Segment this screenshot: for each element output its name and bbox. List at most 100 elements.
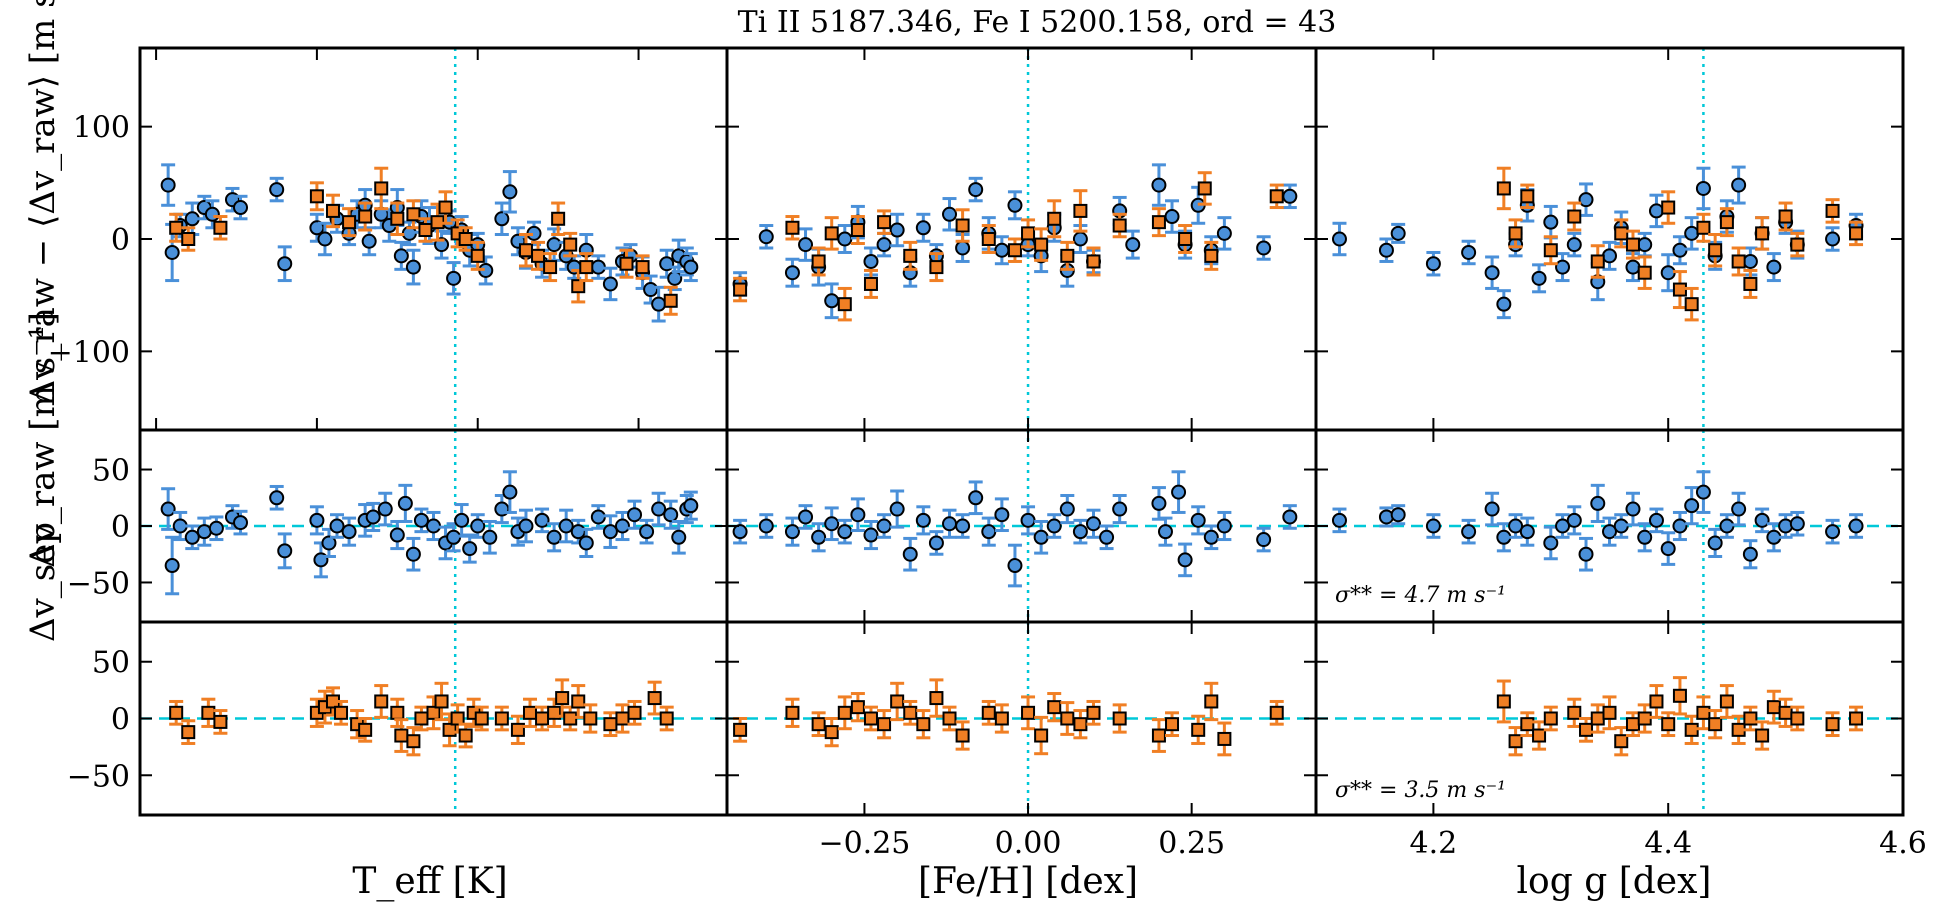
marker-circle — [570, 524, 586, 540]
mid-teff-blue-point-37 — [578, 527, 594, 558]
bottom-feh-orange-point-24 — [1165, 711, 1180, 738]
marker-circle — [1555, 518, 1571, 534]
marker-circle — [1216, 518, 1232, 534]
marker-square — [571, 694, 586, 709]
top-teff-orange-point-23 — [619, 248, 634, 279]
mid-logg-blue-point-7 — [1508, 513, 1524, 539]
mid-logg-blue-point-6 — [1496, 522, 1512, 553]
top-teff-blue-point-9 — [277, 245, 293, 283]
marker-square — [1112, 711, 1127, 726]
top-feh-orange-point-0 — [733, 276, 748, 303]
marker-square — [635, 260, 650, 275]
marker-circle — [683, 259, 699, 275]
marker-circle — [942, 206, 958, 222]
marker-circle — [683, 498, 699, 514]
marker-square — [325, 203, 340, 218]
top-feh-blue-point-35 — [1282, 183, 1298, 210]
axis-ticks: −100 0 100 −50 0 50 −50 0 50 −0.25 0.00 0.25 4.2 4.4 4… — [48, 46, 1927, 861]
mid-feh-blue-point-14 — [942, 508, 958, 539]
bottom-feh-orange-point-13 — [955, 720, 970, 751]
marker-square — [531, 248, 546, 263]
top-feh-orange-point-20 — [1151, 207, 1166, 238]
bottom-feh-orange-point-16 — [1021, 695, 1036, 731]
bottom-teff-orange-point-16 — [434, 681, 449, 722]
top-logg-orange-point-17 — [1755, 216, 1770, 251]
marker-circle — [590, 509, 606, 525]
mid-teff-blue-point-24 — [446, 522, 462, 553]
marker-square — [470, 248, 485, 263]
marker-circle — [1256, 240, 1272, 256]
figure-title: Ti II 5187.346, Fe I 5200.158, ord = 43 — [738, 5, 1337, 40]
mid-teff-blue-point-33 — [534, 507, 550, 534]
top-logg-blue-point-22 — [1684, 216, 1700, 251]
top-teff-blue-point-0 — [160, 163, 176, 207]
mid-teff-blue-point-40 — [614, 510, 630, 542]
marker-circle — [1695, 180, 1711, 196]
top-feh-orange-point-1 — [785, 215, 800, 241]
marker-square — [1614, 734, 1629, 749]
x-tick-label: 0.00 — [995, 826, 1062, 861]
top-feh-blue-point-12 — [915, 212, 931, 243]
marker-circle — [968, 182, 984, 198]
bottom-feh-orange-point-15 — [994, 703, 1009, 734]
mid-teff-blue-point-28 — [482, 519, 498, 555]
bottom-feh-orange-point-7 — [877, 709, 892, 740]
marker-circle — [627, 507, 643, 523]
bottom-teff-orange-point-21 — [474, 705, 489, 732]
marker-square — [583, 711, 598, 726]
marker-circle — [1484, 501, 1500, 517]
mid-teff-blue-point-9 — [277, 532, 293, 570]
marker-circle — [1496, 529, 1512, 545]
marker-square — [374, 694, 389, 709]
mid-teff-blue-point-44 — [663, 499, 679, 530]
top-teff-orange-point-19 — [551, 201, 566, 237]
top-feh-orange-point-14 — [1034, 227, 1049, 262]
marker-circle — [1531, 270, 1547, 286]
mid-teff-blue-point-19 — [397, 483, 413, 523]
marker-circle — [1789, 516, 1805, 532]
mid-feh-blue-point-0 — [732, 518, 748, 545]
marker-circle — [1672, 518, 1688, 534]
marker-square — [438, 200, 453, 215]
marker-circle — [837, 524, 853, 540]
bottom-logg-orange-point-8 — [1602, 695, 1617, 731]
marker-square — [929, 260, 944, 275]
top-logg-orange-point-11 — [1684, 286, 1699, 322]
marker-square — [522, 705, 537, 720]
mid-teff-blue-point-10 — [309, 505, 325, 536]
marker-square — [535, 711, 550, 726]
marker-circle — [811, 529, 827, 545]
marker-square — [1567, 705, 1582, 720]
marker-square — [390, 211, 405, 226]
marker-square — [406, 734, 421, 749]
mid-logg-blue-point-0 — [1331, 507, 1347, 534]
marker-square — [1743, 711, 1758, 726]
top-logg-orange-point-14 — [1719, 207, 1734, 238]
marker-circle — [902, 546, 918, 562]
marker-square — [181, 232, 196, 246]
marker-circle — [758, 229, 774, 245]
marker-circle — [1566, 237, 1582, 253]
marker-circle — [1007, 197, 1023, 213]
marker-square — [1007, 243, 1022, 258]
top-teff-orange-point-25 — [663, 285, 678, 316]
top-logg-blue-point-26 — [1731, 165, 1747, 205]
top-teff-orange-point-21 — [571, 268, 586, 304]
mid-teff-blue-point-39 — [602, 514, 618, 549]
top-logg-orange-point-19 — [1790, 231, 1805, 258]
marker-circle — [1203, 529, 1219, 545]
mid-teff-blue-point-47 — [683, 490, 699, 521]
mid-logg-blue-point-25 — [1731, 491, 1747, 527]
marker-circle — [1719, 518, 1735, 534]
marker-square — [334, 705, 349, 720]
marker-square — [1197, 181, 1212, 196]
mid-feh-blue-point-3 — [798, 504, 814, 530]
marker-circle — [164, 558, 180, 574]
marker-circle — [824, 516, 840, 532]
top-logg-blue-point-5 — [1484, 255, 1500, 290]
top-logg-blue-point-3 — [1425, 250, 1441, 277]
y-tick-label: −50 — [67, 566, 130, 601]
marker-square — [543, 260, 558, 275]
marker-circle — [824, 293, 840, 309]
top-feh-orange-point-9 — [929, 252, 944, 283]
